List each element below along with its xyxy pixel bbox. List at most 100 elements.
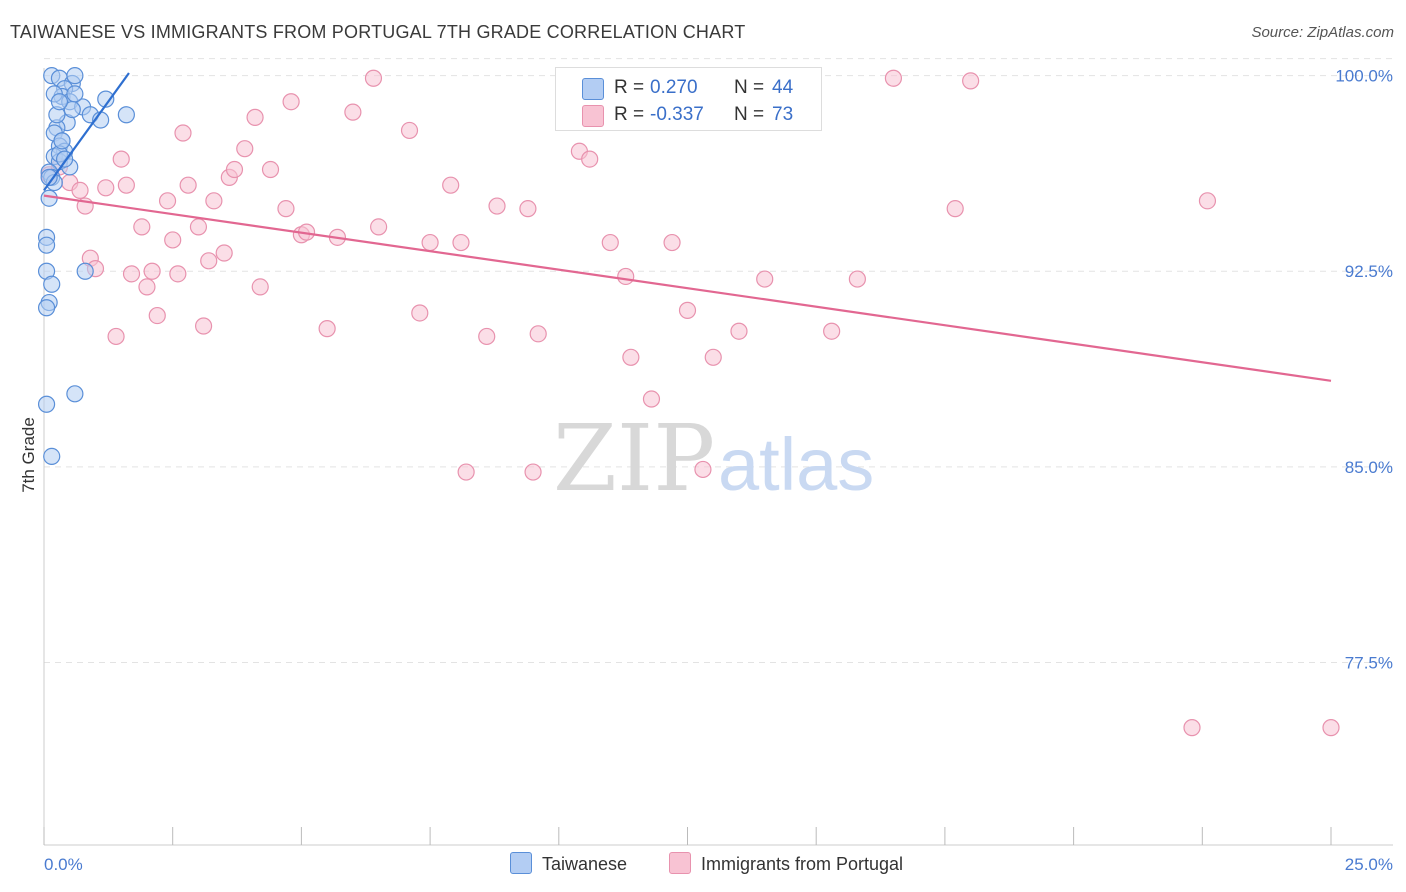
portugal-point — [421, 233, 439, 252]
legend-item-taiwanese: Taiwanese — [510, 852, 627, 875]
portugal-point — [318, 320, 336, 338]
portugal-point — [158, 192, 177, 210]
portugal-point — [117, 176, 135, 194]
portugal-point — [133, 218, 151, 236]
portugal-point — [225, 160, 244, 179]
portugal-point — [848, 270, 866, 288]
portugal-point — [622, 348, 640, 366]
legend-row-portugal: R = -0.337 N = 73 — [556, 101, 821, 127]
portugal-point — [962, 72, 980, 90]
portugal-point — [246, 108, 264, 126]
r-label: R = — [614, 77, 645, 98]
source-label: Source: ZipAtlas.com — [1251, 24, 1394, 41]
portugal-point — [581, 150, 599, 168]
portugal-point — [884, 69, 903, 87]
portugal-point — [215, 244, 233, 262]
taiwanese-point — [50, 93, 69, 111]
taiwanese-legend-swatch — [510, 852, 532, 874]
portugal-point — [756, 270, 774, 288]
portugal-point — [200, 252, 218, 270]
legend-row-taiwanese: R = 0.270 N = 44 — [556, 74, 821, 100]
portugal-point — [704, 348, 722, 366]
portugal-point — [694, 460, 712, 479]
portugal-trend-line — [43, 194, 1332, 382]
taiwanese-point — [37, 236, 56, 254]
taiwanese-point — [37, 299, 56, 317]
legend-item-portugal: Immigrants from Portugal — [669, 852, 903, 875]
portugal-point — [524, 463, 542, 481]
portugal-point — [277, 200, 295, 218]
n-value: 44 — [772, 77, 794, 98]
portugal-point — [529, 325, 547, 343]
x-tick-labels: 0.0% 25.0% — [44, 855, 1393, 874]
portugal-point — [1322, 719, 1340, 737]
taiwanese-point — [76, 262, 94, 280]
portugal-point — [122, 265, 141, 283]
portugal-point — [946, 200, 964, 218]
watermark-atlas: atlas — [718, 423, 874, 506]
portugal-point — [148, 306, 166, 325]
portugal-point — [164, 231, 182, 249]
portugal-point — [205, 192, 223, 210]
portugal-point — [730, 322, 748, 340]
portugal-point — [442, 176, 460, 194]
r-value: 0.270 — [650, 77, 698, 98]
r-label: R = — [614, 104, 645, 125]
portugal-point — [179, 176, 197, 194]
portugal-point — [174, 124, 192, 142]
x-tick-label: 25.0% — [1345, 855, 1393, 874]
portugal-point — [71, 181, 89, 199]
taiwanese-point — [37, 395, 56, 413]
portugal-point — [823, 322, 841, 340]
portugal-legend-swatch — [669, 852, 691, 874]
taiwanese-points — [37, 67, 135, 466]
portugal-point — [452, 233, 470, 252]
portugal-point — [678, 301, 697, 319]
portugal-point — [344, 103, 362, 121]
y-tick-labels: 100.0% 92.5% 85.0% 77.5% — [1335, 67, 1393, 673]
portugal-point — [370, 218, 388, 236]
taiwanese-swatch — [582, 78, 604, 100]
taiwanese-point — [40, 168, 58, 186]
portugal-points — [40, 69, 1340, 737]
portugal-point — [143, 262, 161, 280]
portugal-point — [107, 327, 125, 346]
portugal-point — [194, 317, 213, 335]
taiwanese-point — [66, 85, 84, 103]
portugal-point — [478, 327, 496, 346]
taiwanese-point — [43, 275, 61, 293]
n-label: N = — [734, 77, 765, 98]
taiwanese-point — [66, 385, 84, 403]
portugal-point — [642, 390, 661, 408]
portugal-point — [251, 278, 269, 296]
portugal-point — [282, 93, 300, 111]
taiwanese-point — [43, 447, 61, 466]
portugal-point — [663, 233, 681, 252]
portugal-legend-label: Immigrants from Portugal — [701, 854, 904, 874]
n-value: 73 — [772, 104, 794, 125]
taiwanese-point — [66, 67, 84, 85]
n-label: N = — [734, 104, 765, 125]
y-tick-label: 92.5% — [1345, 262, 1393, 281]
y-axis-label: 7th Grade — [19, 417, 38, 493]
r-value: -0.337 — [650, 104, 704, 125]
portugal-point — [519, 200, 537, 218]
portugal-point — [601, 233, 619, 252]
x-tick-label: 0.0% — [44, 855, 83, 874]
portugal-point — [112, 150, 130, 168]
y-tick-label: 77.5% — [1345, 653, 1393, 672]
portugal-point — [1198, 192, 1217, 210]
correlation-legend: R = 0.270 N = 44 R = -0.337 N = 73 — [555, 67, 822, 131]
portugal-point — [364, 69, 383, 87]
y-tick-label: 100.0% — [1335, 67, 1393, 86]
portugal-point — [169, 265, 187, 283]
taiwanese-point — [63, 100, 81, 119]
portugal-swatch — [582, 105, 604, 127]
taiwanese-point — [53, 132, 71, 150]
taiwanese-point — [97, 90, 115, 108]
portugal-point — [236, 140, 254, 158]
taiwanese-legend-label: Taiwanese — [542, 854, 628, 874]
portugal-point — [488, 197, 506, 215]
portugal-point — [1183, 719, 1201, 737]
